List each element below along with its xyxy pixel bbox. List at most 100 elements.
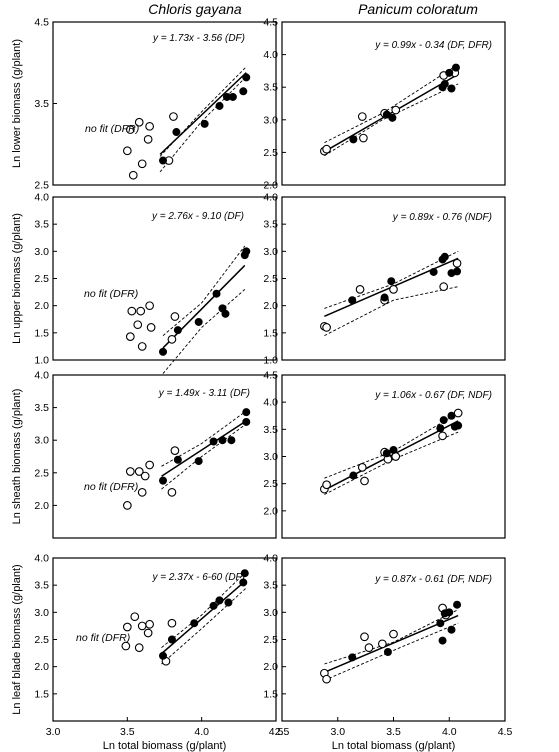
y-axis-label: Ln leaf blade biomass (g/plant) — [11, 564, 23, 714]
open-point — [134, 467, 144, 476]
panel-4: 1.0 1.5 2.0 2.5 3.0 3.5 4.0 y = 0.89x - 0.76 (N… — [263, 192, 506, 367]
filled-point — [382, 449, 391, 458]
panel-1: 2.5 3.5 4.5 Ln lower biomass (g/plant) y = 1… — [11, 17, 277, 192]
regression-line — [159, 72, 247, 155]
filled-point — [239, 87, 248, 96]
filled-point — [194, 317, 203, 326]
open-point — [145, 460, 154, 470]
filled-point — [190, 619, 199, 628]
filled-point — [445, 68, 454, 77]
filled-point — [445, 608, 454, 617]
filled-point — [454, 421, 463, 430]
panels-group: 2.5 3.5 4.5 Ln lower biomass (g/plant) y = 1… — [11, 17, 512, 752]
open-point — [137, 159, 147, 169]
filled-point — [436, 619, 445, 628]
filled-point — [228, 92, 237, 101]
y-tick-label: 3.5 — [34, 580, 49, 592]
regression-equation: y = 0.87x - 0.61 (DF, NDF) — [374, 574, 492, 585]
y-tick-label: 2.5 — [34, 634, 49, 646]
regression-equation: y = 2.76x - 9.10 (DF) — [151, 211, 244, 222]
y-tick-label: 2.5 — [263, 478, 278, 490]
filled-point — [221, 309, 230, 318]
y-tick-label: 2.5 — [34, 467, 49, 479]
x-tick-label: 2.5 — [275, 726, 290, 738]
regression-line — [161, 420, 247, 477]
open-point — [167, 335, 177, 344]
y-tick-label: 3.0 — [263, 246, 278, 258]
no-fit-label: no fit (DFR) — [85, 123, 139, 135]
no-fit-label: no fit (DFR) — [84, 481, 138, 493]
y-tick-label: 2.5 — [263, 273, 278, 285]
y-tick-label: 2.0 — [34, 300, 49, 312]
regression-line — [162, 264, 246, 349]
filled-point — [348, 653, 357, 662]
confidence-band-lower — [161, 423, 247, 490]
open-point — [389, 629, 398, 639]
y-tick-label: 2.0 — [263, 180, 278, 192]
filled-point — [215, 596, 224, 605]
y-tick-label: 3.5 — [34, 219, 49, 231]
filled-point — [200, 119, 209, 128]
filled-point — [453, 267, 462, 276]
filled-point — [380, 293, 389, 302]
y-tick-label: 3.5 — [34, 402, 49, 414]
y-tick-label: 3.5 — [263, 580, 278, 592]
regression-equation: y = 1.06x - 0.67 (DF, NDF) — [374, 390, 492, 401]
open-point — [130, 612, 140, 622]
y-tick-label: 4.5 — [34, 17, 49, 29]
regression-line — [324, 420, 459, 491]
filled-point — [387, 277, 396, 286]
y-tick-label: 4.0 — [263, 49, 278, 61]
x-tick-label: 4.5 — [269, 726, 284, 738]
open-point — [143, 628, 153, 638]
filled-point — [453, 600, 462, 609]
y-tick-label: 1.5 — [34, 688, 49, 700]
y-tick-label: 1.5 — [263, 688, 278, 700]
regression-equation: y = 2.37x - 6-60 (DF) — [151, 572, 245, 583]
y-tick-label: 1.5 — [263, 327, 278, 339]
filled-point — [349, 135, 358, 144]
y-tick-label: 4.0 — [34, 370, 49, 382]
confidence-band-lower — [161, 587, 247, 665]
open-point — [128, 170, 138, 180]
filled-point — [159, 156, 168, 165]
panel-8: 1.5 2.0 2.5 3.0 3.5 4.0 2.5 3.0 3.5 4.0 4.5 Ln tota… — [263, 553, 512, 752]
x-tick-label: 3.0 — [330, 726, 345, 738]
filled-point — [227, 436, 236, 445]
open-point — [169, 112, 178, 121]
y-tick-label: 2.0 — [34, 500, 49, 512]
open-point — [125, 125, 135, 134]
x-tick-label: 4.0 — [194, 726, 209, 738]
open-point — [133, 320, 143, 330]
filled-point — [242, 247, 251, 256]
open-point — [125, 467, 135, 476]
open-point — [359, 133, 368, 143]
open-point — [167, 488, 177, 497]
y-tick-label: 2.5 — [263, 147, 278, 159]
y-tick-label: 4.5 — [263, 17, 278, 29]
y-tick-label: 2.5 — [34, 180, 49, 192]
filled-point — [440, 252, 449, 261]
filled-point — [242, 73, 251, 82]
filled-point — [447, 411, 456, 420]
open-point — [140, 471, 150, 481]
panel-frame — [281, 21, 506, 186]
filled-point — [167, 635, 176, 644]
y-tick-label: 1.0 — [34, 355, 49, 367]
y-tick-label: 3.5 — [263, 82, 278, 94]
filled-point — [438, 636, 447, 645]
filled-point — [447, 84, 456, 93]
open-point — [127, 306, 137, 316]
x-tick-label: 4.0 — [442, 726, 457, 738]
no-fit-label: no fit (DFR) — [76, 632, 130, 644]
y-tick-label: 3.0 — [34, 246, 49, 258]
panel-frame — [52, 374, 277, 539]
regression-equation: y = 0.99x - 0.34 (DF, DFR) — [374, 40, 492, 51]
y-axis-label: Ln sheath biomass (g/plant) — [11, 389, 23, 525]
open-point — [453, 408, 463, 418]
y-axis-label: Ln lower biomass (g/plant) — [11, 39, 23, 168]
confidence-band-lower — [324, 431, 459, 495]
open-point — [391, 105, 401, 115]
filled-point — [212, 289, 221, 298]
y-tick-label: 3.5 — [263, 424, 278, 436]
